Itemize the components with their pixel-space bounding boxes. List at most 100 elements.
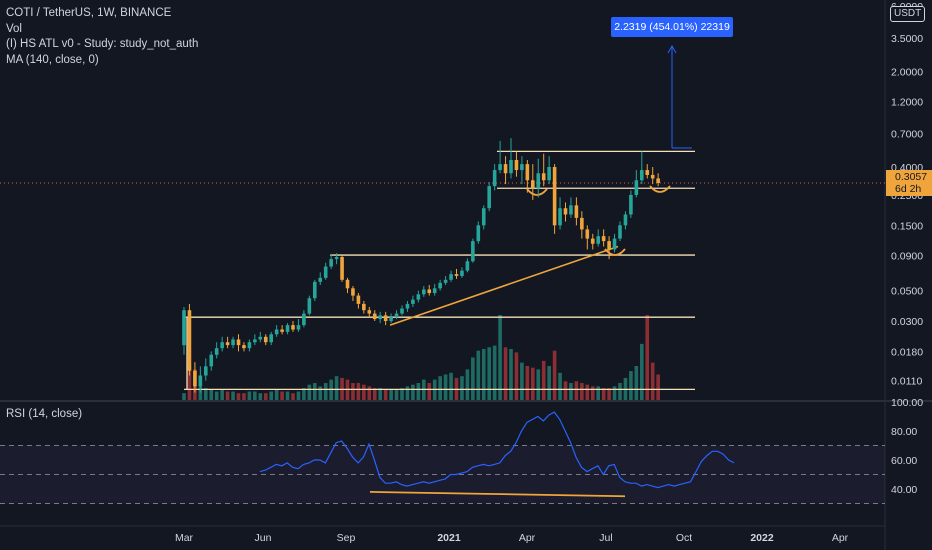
candle-body [296,325,301,330]
candle-body [618,225,622,239]
volume-bar [536,369,541,400]
price-tick-label: 0.7000 [891,129,923,141]
candle-body [465,261,470,271]
time-tick-label: Mar [175,532,194,544]
volume-bar [405,386,410,400]
candle-body [323,266,328,278]
candle-body [656,178,660,183]
vol-indicator-label[interactable]: Vol [6,22,22,35]
candle-body [547,167,551,181]
study-indicator-label[interactable]: (I) HS ATL v0 - Study: study_not_auth [6,38,199,50]
volume-bar [487,347,491,400]
volume-bar [443,374,448,400]
candle-body [509,160,513,174]
trend-line [389,245,619,326]
price-axis: 6.00003.50002.00001.20000.70000.40000.25… [891,1,923,496]
candle-body [449,274,453,280]
volume-bar [411,384,415,400]
time-tick-label: Jun [255,532,272,544]
volume-bar [253,391,257,400]
volume-bars [182,315,660,400]
rsi-pane [0,411,885,504]
volume-bar [541,360,546,400]
candle-body [531,180,535,189]
candle-body [634,180,639,195]
target-measure-label[interactable]: 2.2319 (454.01%) 22319 [611,17,733,37]
volume-bar [274,389,279,400]
volume-bar [629,371,633,400]
candle-body [340,257,344,280]
target-arrow-head [667,44,677,54]
volume-bar [236,393,241,400]
volume-bar [476,350,481,400]
candle-body [351,288,355,296]
candle-body [204,366,208,376]
volume-bar [618,383,622,400]
candle-body [231,339,235,346]
volume-bar [503,347,508,400]
currency-selector[interactable]: USDT [890,6,926,22]
volume-bar [389,389,393,400]
price-tick-label: 3.5000 [891,33,923,45]
candle-body [460,270,464,276]
candle-body [400,308,404,314]
volume-bar [590,386,595,400]
volume-bar [569,383,573,400]
rsi-indicator-label[interactable]: RSI (14, close) [6,408,83,420]
volume-bar [242,393,246,400]
volume-bar [313,383,317,400]
volume-bar [656,374,660,400]
volume-bar [596,386,600,400]
candle-body [498,164,502,171]
volume-bar [356,383,361,400]
rsi-divergence-line [369,491,626,498]
volume-bar [263,393,268,400]
candle-body [563,208,568,215]
candle-body [236,339,241,346]
volume-bar [209,389,214,400]
volume-bar [585,384,590,400]
volume-bar [416,383,421,400]
volume-bar [247,391,252,400]
time-tick-label: 2021 [437,532,461,544]
candle-body [590,238,595,244]
candle-body [329,259,333,267]
volume-bar [296,391,301,400]
candle-body [411,299,415,304]
candle-body [193,370,197,387]
volume-bar [362,384,366,400]
candle-body [520,164,524,171]
volume-bar [269,391,273,400]
volume-bar [372,388,377,400]
volume-bar [509,349,513,400]
candle-body [514,160,519,171]
ma-indicator-label[interactable]: MA (140, close, 0) [6,53,99,66]
candle-body [612,238,617,250]
candle-body [258,336,263,340]
candle-body [503,164,508,174]
candle-body [253,339,257,343]
symbol-title[interactable]: COTI / TetherUS, 1W, BINANCE [6,7,172,19]
candle-body [362,303,366,311]
candle-body [454,274,459,276]
volume-bar [650,362,655,400]
pattern-arc-left [526,188,548,196]
volume-bar [520,362,524,400]
candle-body [558,208,562,226]
candle-body [307,298,312,314]
volume-bar [645,315,650,400]
volume-bar [471,357,475,400]
candle-body [334,257,339,260]
volume-bar [580,383,584,400]
candle-body [394,313,399,318]
volume-bar [334,376,339,400]
volume-bar [187,364,192,400]
candle-body [443,279,448,283]
price-tick-label: 1.2000 [891,97,923,109]
candle-body [302,313,306,326]
candle-body [585,229,590,239]
volume-bar [438,376,442,400]
candle-body [389,317,393,322]
candle-body [601,236,606,242]
